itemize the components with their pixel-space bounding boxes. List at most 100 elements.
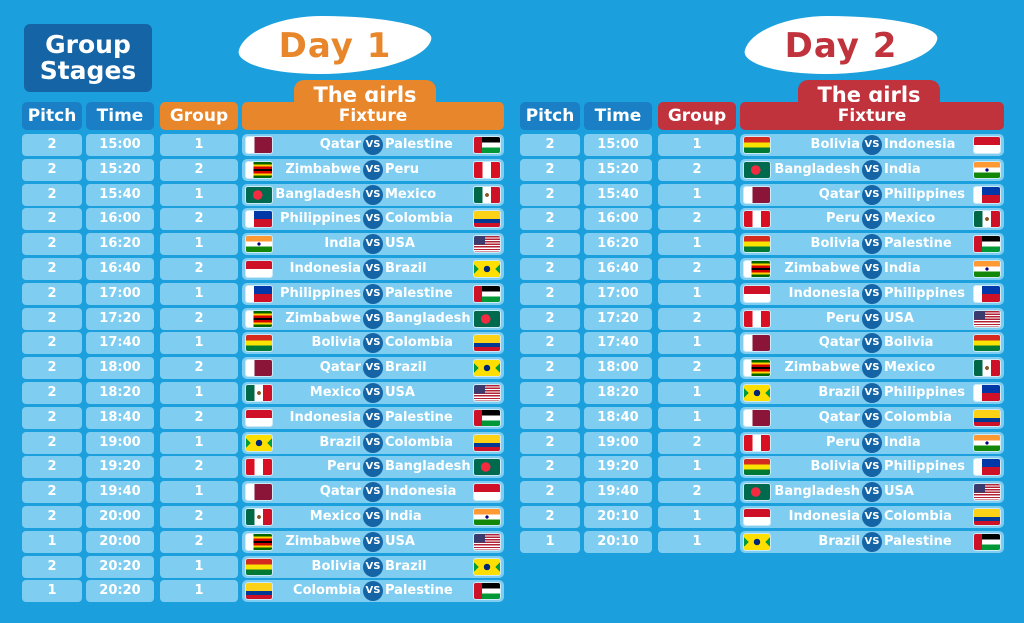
fixture-cell: Bolivia VS Philippines <box>740 456 1004 479</box>
home-team: Bolivia <box>810 459 860 475</box>
pitch-cell: 2 <box>22 431 82 454</box>
colombia-flag-icon <box>974 509 1000 525</box>
vs-badge: VS <box>363 159 383 180</box>
time-header: Time <box>584 102 652 130</box>
peru-flag-icon <box>744 211 770 228</box>
home-team: Peru <box>326 459 361 475</box>
bangladesh-flag-icon <box>744 161 770 178</box>
away-team: India <box>884 161 921 177</box>
pitch-cell: 2 <box>22 406 82 429</box>
away-team: Philippines <box>884 385 966 400</box>
group-cell: 1 <box>658 382 736 404</box>
group-cell: 1 <box>160 183 238 206</box>
away-team: India <box>884 261 921 276</box>
away-team: USA <box>884 310 914 326</box>
colombia-flag-icon <box>474 335 500 352</box>
fixture-cell: Zimbabwe VS Peru <box>242 158 504 181</box>
home-team: Bolivia <box>311 335 361 351</box>
pitch-cell: 2 <box>520 382 580 404</box>
fixture-cell: Zimbabwe VS India <box>740 258 1004 280</box>
fixture-cell: Zimbabwe VS Mexico <box>740 357 1004 380</box>
time-cell: 19:20 <box>584 456 652 479</box>
away-team: Bangladesh <box>385 459 471 475</box>
away-team: Colombia <box>385 434 453 450</box>
qatar-flag-icon <box>246 137 272 153</box>
home-team: Bangladesh <box>275 186 361 202</box>
time-cell: 18:00 <box>584 357 652 380</box>
pitch-cell: 2 <box>520 481 580 504</box>
palestine-flag-icon <box>974 533 1000 550</box>
colombia-flag-icon <box>974 409 1000 426</box>
away-team: USA <box>385 385 415 400</box>
mexico-flag-icon <box>974 211 1000 228</box>
indonesia-flag-icon <box>246 409 272 426</box>
fixture-cell: Colombia VS Palestine <box>242 580 504 603</box>
fixture-cell: Peru VS India <box>740 431 1004 454</box>
india-flag-icon <box>974 161 1000 178</box>
vs-badge: VS <box>363 234 383 255</box>
time-header: Time <box>86 102 154 130</box>
time-cell: 19:40 <box>86 481 154 504</box>
time-cell: 16:20 <box>86 233 154 256</box>
away-team: Brazil <box>385 558 427 574</box>
zimbabwe-flag-icon <box>246 161 272 178</box>
bangladesh-flag-icon <box>744 484 770 501</box>
time-cell: 15:20 <box>86 158 154 181</box>
fixture-header: Fixture <box>242 102 504 130</box>
time-cell: 17:20 <box>584 307 652 330</box>
home-team: Colombia <box>293 583 361 599</box>
peru-flag-icon <box>474 161 500 178</box>
time-cell: 16:40 <box>584 258 652 280</box>
vs-badge: VS <box>862 482 882 503</box>
away-team: Colombia <box>884 509 952 524</box>
home-team: Qatar <box>818 335 860 351</box>
vs-badge: VS <box>363 457 383 478</box>
india-flag-icon <box>974 261 1000 277</box>
home-team: Brazil <box>818 385 860 400</box>
palestine-flag-icon <box>474 137 500 153</box>
colombia-flag-icon <box>474 434 500 451</box>
pitch-cell: 2 <box>520 357 580 380</box>
indonesia-flag-icon <box>974 137 1000 153</box>
pitch-cell: 2 <box>22 258 82 280</box>
colombia-flag-icon <box>474 211 500 228</box>
home-team: Bolivia <box>311 558 361 574</box>
pitch-cell: 2 <box>22 382 82 404</box>
away-team: Brazil <box>385 261 427 276</box>
pitch-cell: 2 <box>520 158 580 181</box>
peru-flag-icon <box>744 434 770 451</box>
away-team: Bangladesh <box>385 310 471 326</box>
pitch-cell: 2 <box>520 233 580 256</box>
group-cell: 1 <box>658 332 736 355</box>
pitch-cell: 2 <box>520 282 580 305</box>
pitch-cell: 2 <box>22 506 82 528</box>
fixture-cell: Mexico VS India <box>242 506 504 528</box>
vs-badge: VS <box>363 407 383 428</box>
group-cell: 2 <box>160 530 238 553</box>
fixture-cell: Qatar VS Brazil <box>242 357 504 380</box>
time-cell: 16:00 <box>86 208 154 231</box>
bolivia-flag-icon <box>246 335 272 352</box>
vs-badge: VS <box>862 234 882 255</box>
fixture-cell: Brazil VS Philippines <box>740 382 1004 404</box>
group-cell: 2 <box>658 307 736 330</box>
vs-badge: VS <box>363 184 383 205</box>
group-cell: 1 <box>658 456 736 479</box>
time-cell: 20:00 <box>86 530 154 553</box>
day-1-title: Day 1 The girls <box>233 16 437 110</box>
home-team: Zimbabwe <box>784 261 860 276</box>
group-cell: 2 <box>658 208 736 231</box>
brazil-flag-icon <box>474 261 500 277</box>
group-header: Group <box>658 102 736 130</box>
vs-badge: VS <box>363 333 383 354</box>
bolivia-flag-icon <box>246 558 272 575</box>
home-team: Indonesia <box>289 409 361 425</box>
usa-flag-icon <box>974 310 1000 327</box>
vs-badge: VS <box>862 358 882 379</box>
group-cell: 1 <box>658 282 736 305</box>
away-team: USA <box>884 484 914 500</box>
home-team: Indonesia <box>788 509 860 524</box>
time-cell: 17:40 <box>86 332 154 355</box>
vs-badge: VS <box>363 209 383 230</box>
title-line-2: Stages <box>39 56 137 85</box>
